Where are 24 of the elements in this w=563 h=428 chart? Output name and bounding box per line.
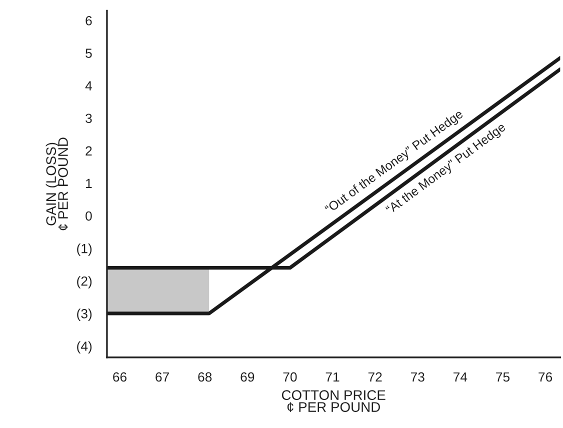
y-tick-label: 3 bbox=[86, 114, 92, 124]
x-tick-label: 69 bbox=[240, 372, 254, 382]
y-tick-label: 5 bbox=[86, 48, 92, 58]
x-tick-label: 76 bbox=[538, 372, 552, 382]
x-tick-label: 71 bbox=[326, 372, 340, 382]
y-tick-label: 2 bbox=[86, 146, 92, 156]
y-tick-label: 4 bbox=[85, 81, 92, 90]
x-tick-label: 67 bbox=[156, 372, 169, 382]
y-tick-label: 6 bbox=[86, 16, 92, 26]
x-tick-label: 73 bbox=[410, 372, 424, 382]
y-tick-label: 0 bbox=[86, 211, 92, 221]
y-tick-label: (4) bbox=[77, 341, 92, 354]
x-axis-title: COTTON PRICE ¢ PER POUND bbox=[282, 390, 386, 412]
y-tick-label: (3) bbox=[77, 308, 92, 321]
y-tick-label: 1 bbox=[86, 178, 92, 188]
x-tick-label: 68 bbox=[198, 372, 212, 382]
x-tick-label: 74 bbox=[454, 372, 468, 382]
x-tick-label: 75 bbox=[496, 372, 510, 382]
x-tick-label: 70 bbox=[283, 372, 297, 382]
y-tick-label: (2) bbox=[77, 276, 92, 288]
x-tick-label: 66 bbox=[113, 372, 126, 382]
x-tick-label: 72 bbox=[368, 372, 382, 382]
y-axis-title: GAIN (LOSS) ¢ PER POUND bbox=[46, 138, 68, 230]
y-tick-label: (1) bbox=[77, 244, 92, 256]
